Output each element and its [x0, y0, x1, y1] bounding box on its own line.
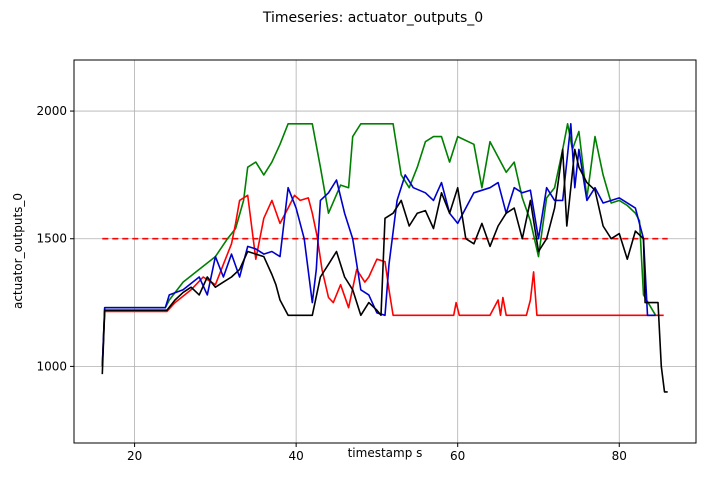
series-line-1 [101, 123, 657, 367]
x-axis-label: timestamp s [348, 446, 423, 460]
x-tick-label: 20 [127, 449, 142, 463]
y-tick-label: 1500 [36, 232, 67, 246]
series-line-3 [101, 123, 656, 367]
grid-lines [74, 60, 696, 443]
series-line-4 [101, 148, 668, 393]
x-tick-label: 60 [450, 449, 465, 463]
x-tick-label: 40 [289, 449, 304, 463]
y-axis-label: actuator_outputs_0 [11, 193, 25, 309]
series-group [101, 123, 668, 393]
x-tick-label: 80 [612, 449, 627, 463]
chart-title: Timeseries: actuator_outputs_0 [262, 10, 483, 26]
y-tick-label: 1000 [36, 359, 67, 373]
y-tick-label: 2000 [36, 104, 67, 118]
series-line-2 [101, 194, 664, 367]
plot-frame [73, 59, 697, 444]
axis-ticks: 20 40 60 80 1000 1500 2000 [36, 104, 626, 463]
